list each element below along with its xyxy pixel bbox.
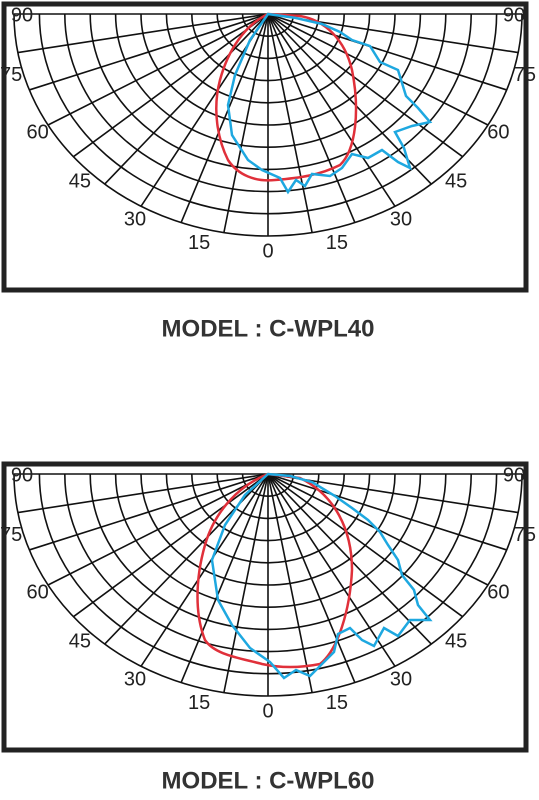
angle-label: 45 xyxy=(69,631,91,653)
angle-label: 90 xyxy=(503,4,525,26)
spoke xyxy=(29,473,269,551)
spoke xyxy=(267,13,356,223)
spoke xyxy=(17,13,269,54)
angle-label: 15 xyxy=(188,692,210,714)
angle-label: 45 xyxy=(445,631,467,653)
spoke xyxy=(267,473,464,618)
angle-label: 0 xyxy=(262,700,273,722)
angle-label: 45 xyxy=(69,171,91,193)
spoke xyxy=(267,13,464,158)
spoke xyxy=(72,473,269,618)
spoke xyxy=(267,13,489,126)
spoke xyxy=(180,13,269,223)
angle-label: 15 xyxy=(326,232,348,254)
angle-label: 90 xyxy=(503,464,525,486)
angle-label: 75 xyxy=(514,524,536,546)
spoke xyxy=(267,13,432,185)
angle-label: 60 xyxy=(487,121,509,143)
spoke xyxy=(267,473,313,693)
model-title: MODEL : C-WPL40 xyxy=(162,315,375,342)
spoke xyxy=(72,13,269,158)
red-curve xyxy=(215,12,358,182)
spoke xyxy=(267,473,507,551)
angle-label: 90 xyxy=(11,464,33,486)
angle-label: 30 xyxy=(390,668,412,690)
angle-label: 60 xyxy=(487,581,509,603)
angle-label: 15 xyxy=(188,232,210,254)
angle-label: 30 xyxy=(124,208,146,230)
angle-label: 0 xyxy=(262,240,273,262)
polar-panel: 0 15 15 30 30 45 45 60 60 75 75 90 90 MODEL : C-WPL6… xyxy=(0,461,536,794)
spoke xyxy=(267,13,396,207)
angle-label: 30 xyxy=(124,668,146,690)
frame xyxy=(1,1,529,293)
spoke xyxy=(267,13,313,233)
spoke xyxy=(140,473,269,667)
spoke xyxy=(223,13,269,233)
spoke xyxy=(267,13,507,91)
polar-panel: 0 15 15 30 30 45 45 60 60 75 75 90 90 MODEL : C-WPL4… xyxy=(0,1,536,342)
spoke xyxy=(267,473,396,667)
angle-label: 15 xyxy=(326,692,348,714)
angle-label: 75 xyxy=(0,524,22,546)
angle-label: 90 xyxy=(11,4,33,26)
spoke xyxy=(180,473,269,683)
spoke xyxy=(267,473,432,645)
spoke xyxy=(104,13,269,185)
angle-label: 75 xyxy=(514,64,536,86)
polar-grid: 0 15 15 30 30 45 45 60 60 75 75 90 90 xyxy=(0,4,536,262)
blue-curve xyxy=(226,12,433,195)
angle-label: 45 xyxy=(445,171,467,193)
red-curve xyxy=(196,472,354,669)
angle-label: 60 xyxy=(27,581,49,603)
frame xyxy=(1,461,529,753)
angle-label: 30 xyxy=(390,208,412,230)
spoke xyxy=(267,473,356,683)
angle-label: 60 xyxy=(27,121,49,143)
spoke xyxy=(29,13,269,91)
spoke xyxy=(47,473,269,586)
spoke xyxy=(47,13,269,126)
spoke xyxy=(17,473,269,514)
model-title: MODEL : C-WPL60 xyxy=(162,767,375,794)
angle-label: 75 xyxy=(0,64,22,86)
blue-curve xyxy=(210,472,433,680)
